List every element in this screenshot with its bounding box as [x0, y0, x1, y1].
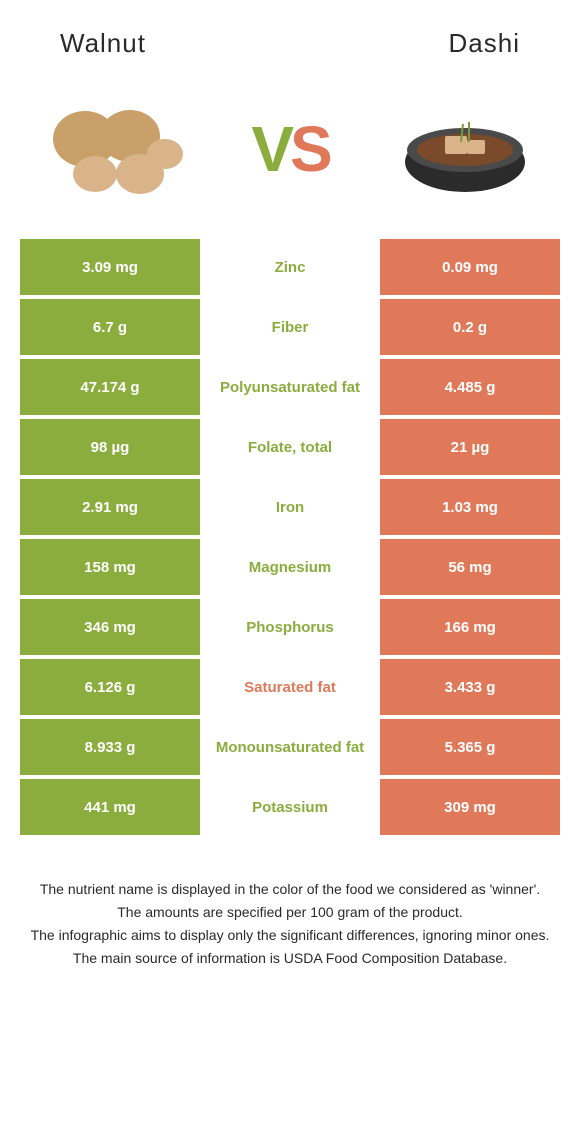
vs-label: V S [251, 112, 328, 186]
table-row: 6.126 gSaturated fat3.433 g [20, 659, 560, 715]
nutrient-name: Folate, total [200, 419, 380, 475]
value-right: 4.485 g [380, 359, 560, 415]
value-left: 6.7 g [20, 299, 200, 355]
food-title-right: Dashi [449, 28, 520, 59]
value-right: 3.433 g [380, 659, 560, 715]
table-row: 2.91 mgIron1.03 mg [20, 479, 560, 535]
table-row: 3.09 mgZinc0.09 mg [20, 239, 560, 295]
table-row: 98 µgFolate, total21 µg [20, 419, 560, 475]
footnote-line: The infographic aims to display only the… [30, 925, 550, 946]
footnotes: The nutrient name is displayed in the co… [0, 839, 580, 969]
vs-letter-s: S [290, 112, 329, 186]
value-left: 47.174 g [20, 359, 200, 415]
value-right: 5.365 g [380, 719, 560, 775]
value-right: 166 mg [380, 599, 560, 655]
table-row: 6.7 gFiber0.2 g [20, 299, 560, 355]
dashi-image [380, 89, 550, 209]
value-left: 8.933 g [20, 719, 200, 775]
table-row: 441 mgPotassium309 mg [20, 779, 560, 835]
table-row: 158 mgMagnesium56 mg [20, 539, 560, 595]
value-right: 309 mg [380, 779, 560, 835]
nutrient-name: Polyunsaturated fat [200, 359, 380, 415]
value-left: 2.91 mg [20, 479, 200, 535]
nutrient-name: Monounsaturated fat [200, 719, 380, 775]
nutrient-name: Saturated fat [200, 659, 380, 715]
food-title-left: Walnut [60, 28, 146, 59]
nutrient-name: Zinc [200, 239, 380, 295]
value-right: 21 µg [380, 419, 560, 475]
nutrient-name: Magnesium [200, 539, 380, 595]
nutrient-name: Iron [200, 479, 380, 535]
value-right: 1.03 mg [380, 479, 560, 535]
nutrient-name: Phosphorus [200, 599, 380, 655]
footnote-line: The nutrient name is displayed in the co… [30, 879, 550, 900]
value-left: 441 mg [20, 779, 200, 835]
vs-row: V S [0, 69, 580, 239]
value-right: 56 mg [380, 539, 560, 595]
value-right: 0.09 mg [380, 239, 560, 295]
nutrient-name: Potassium [200, 779, 380, 835]
vs-letter-v: V [251, 112, 290, 186]
value-left: 6.126 g [20, 659, 200, 715]
value-left: 158 mg [20, 539, 200, 595]
header: Walnut Dashi [0, 0, 580, 69]
table-row: 8.933 gMonounsaturated fat5.365 g [20, 719, 560, 775]
value-left: 3.09 mg [20, 239, 200, 295]
table-row: 47.174 gPolyunsaturated fat4.485 g [20, 359, 560, 415]
nutrient-table: 3.09 mgZinc0.09 mg6.7 gFiber0.2 g47.174 … [0, 239, 580, 835]
table-row: 346 mgPhosphorus166 mg [20, 599, 560, 655]
walnut-image [30, 89, 200, 209]
footnote-line: The main source of information is USDA F… [30, 948, 550, 969]
footnote-line: The amounts are specified per 100 gram o… [30, 902, 550, 923]
value-left: 98 µg [20, 419, 200, 475]
value-left: 346 mg [20, 599, 200, 655]
nutrient-name: Fiber [200, 299, 380, 355]
value-right: 0.2 g [380, 299, 560, 355]
